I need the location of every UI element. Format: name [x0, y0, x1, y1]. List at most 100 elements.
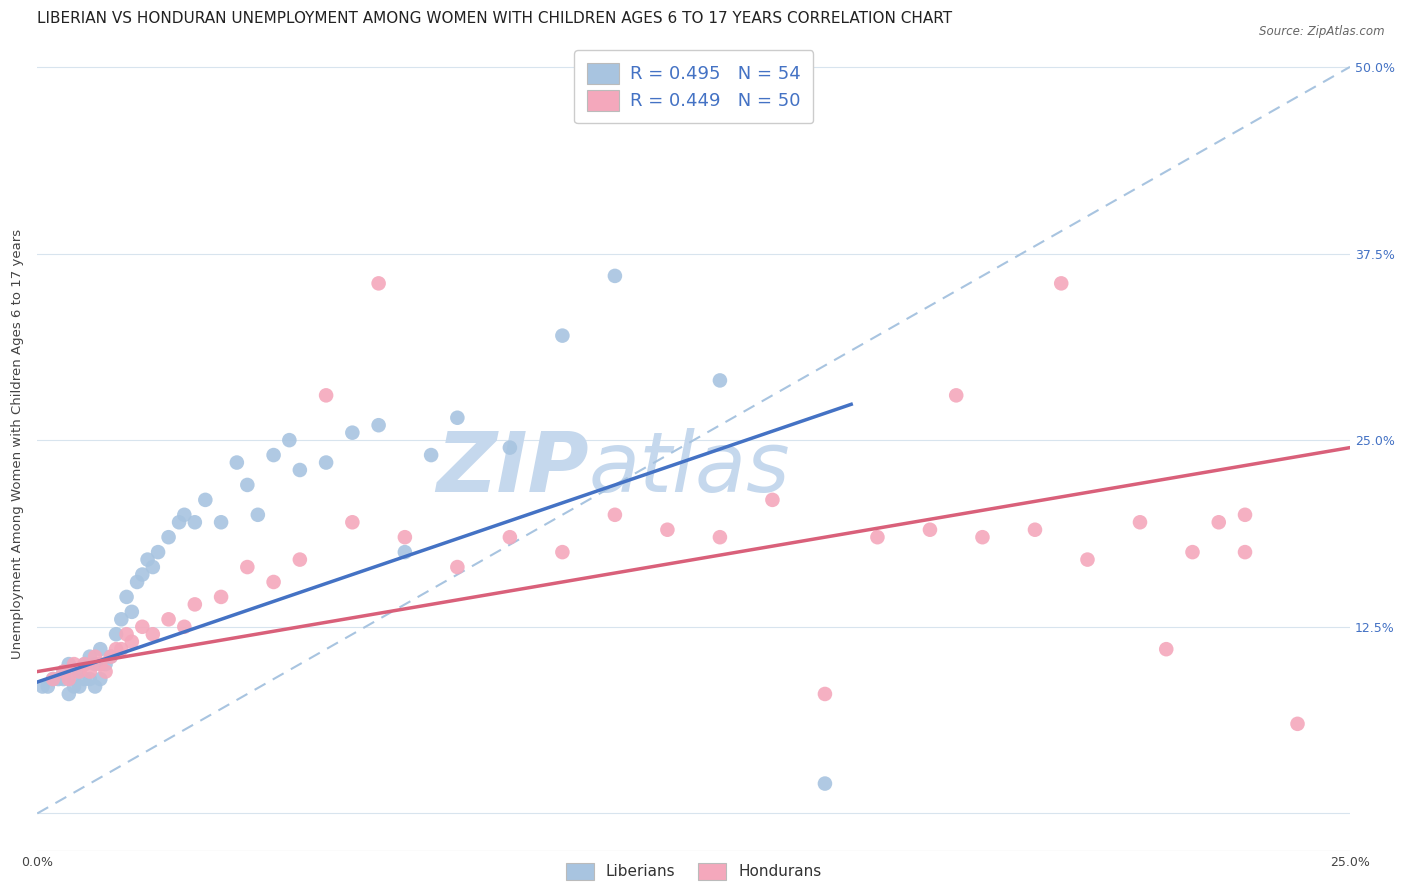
- Point: [79, 665, 101, 679]
- Point: [1050, 277, 1073, 291]
- Point: [1181, 545, 1204, 559]
- Point: [63, 657, 86, 672]
- Point: [342, 515, 364, 529]
- Point: [37, 680, 59, 694]
- Point: [79, 672, 101, 686]
- Point: [89, 642, 111, 657]
- Point: [446, 410, 468, 425]
- Point: [315, 456, 337, 470]
- Point: [136, 552, 159, 566]
- Point: [1233, 508, 1256, 522]
- Point: [225, 456, 247, 470]
- Point: [63, 672, 86, 686]
- Point: [131, 567, 153, 582]
- Point: [814, 776, 837, 790]
- Point: [157, 612, 180, 626]
- Point: [367, 418, 389, 433]
- Point: [58, 687, 80, 701]
- Text: LIBERIAN VS HONDURAN UNEMPLOYMENT AMONG WOMEN WITH CHILDREN AGES 6 TO 17 YEARS C: LIBERIAN VS HONDURAN UNEMPLOYMENT AMONG …: [38, 11, 952, 26]
- Point: [603, 268, 626, 283]
- Point: [46, 672, 69, 686]
- Point: [73, 657, 96, 672]
- Point: [115, 590, 138, 604]
- Point: [1129, 515, 1152, 529]
- Point: [209, 590, 232, 604]
- Point: [1233, 545, 1256, 559]
- Point: [288, 552, 311, 566]
- Point: [184, 515, 207, 529]
- Point: [918, 523, 941, 537]
- Point: [58, 657, 80, 672]
- Point: [184, 598, 207, 612]
- Point: [657, 523, 679, 537]
- Legend: Liberians, Hondurans: Liberians, Hondurans: [558, 855, 830, 888]
- Point: [173, 620, 195, 634]
- Text: ZIP: ZIP: [436, 428, 589, 508]
- Y-axis label: Unemployment Among Women with Children Ages 6 to 17 years: Unemployment Among Women with Children A…: [11, 229, 24, 659]
- Text: Source: ZipAtlas.com: Source: ZipAtlas.com: [1260, 25, 1385, 38]
- Point: [446, 560, 468, 574]
- Point: [100, 649, 122, 664]
- Point: [105, 627, 128, 641]
- Point: [79, 649, 101, 664]
- Point: [263, 574, 285, 589]
- Point: [84, 649, 107, 664]
- Point: [63, 680, 86, 694]
- Point: [167, 515, 190, 529]
- Point: [121, 605, 143, 619]
- Point: [125, 574, 148, 589]
- Point: [761, 492, 783, 507]
- Point: [972, 530, 994, 544]
- Point: [73, 672, 96, 686]
- Point: [52, 672, 75, 686]
- Point: [67, 680, 90, 694]
- Point: [551, 328, 574, 343]
- Point: [246, 508, 269, 522]
- Point: [73, 657, 96, 672]
- Point: [394, 545, 416, 559]
- Point: [1076, 552, 1098, 566]
- Point: [146, 545, 169, 559]
- Point: [89, 657, 111, 672]
- Point: [209, 515, 232, 529]
- Point: [142, 627, 165, 641]
- Point: [551, 545, 574, 559]
- Point: [945, 388, 967, 402]
- Point: [58, 672, 80, 686]
- Point: [499, 441, 522, 455]
- Point: [42, 672, 65, 686]
- Point: [110, 612, 132, 626]
- Point: [263, 448, 285, 462]
- Point: [367, 277, 389, 291]
- Point: [866, 530, 889, 544]
- Point: [173, 508, 195, 522]
- Point: [89, 672, 111, 686]
- Point: [105, 642, 128, 657]
- Point: [110, 642, 132, 657]
- Point: [394, 530, 416, 544]
- Point: [1024, 523, 1046, 537]
- Point: [94, 665, 117, 679]
- Point: [52, 665, 75, 679]
- Point: [236, 478, 259, 492]
- Point: [131, 620, 153, 634]
- Point: [342, 425, 364, 440]
- Point: [814, 687, 837, 701]
- Point: [67, 665, 90, 679]
- Point: [709, 373, 731, 387]
- Point: [420, 448, 443, 462]
- Point: [194, 492, 217, 507]
- Point: [1208, 515, 1230, 529]
- Point: [1286, 716, 1309, 731]
- Point: [84, 680, 107, 694]
- Point: [499, 530, 522, 544]
- Point: [31, 680, 53, 694]
- Point: [278, 433, 301, 447]
- Text: atlas: atlas: [589, 428, 790, 508]
- Point: [42, 672, 65, 686]
- Point: [115, 627, 138, 641]
- Point: [1154, 642, 1177, 657]
- Point: [236, 560, 259, 574]
- Point: [603, 508, 626, 522]
- Point: [142, 560, 165, 574]
